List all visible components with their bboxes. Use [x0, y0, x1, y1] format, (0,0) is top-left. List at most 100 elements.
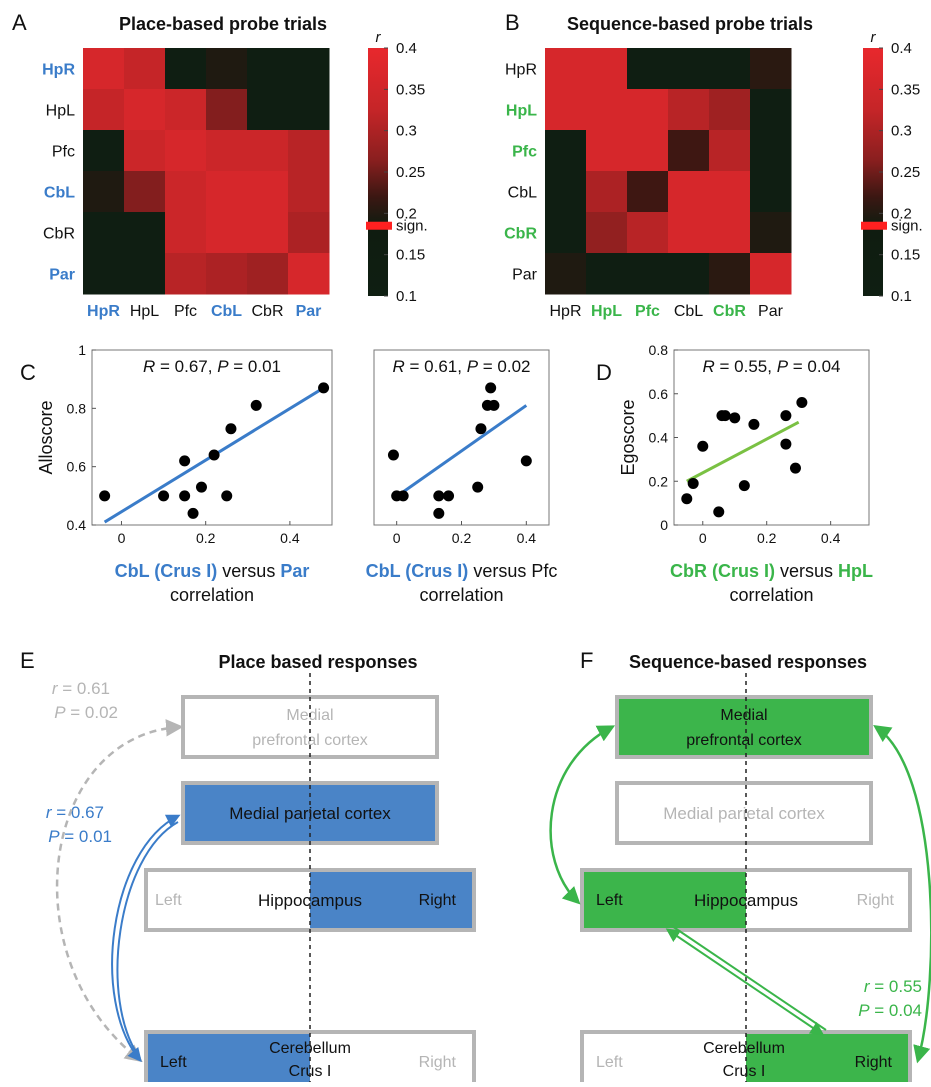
scatter-cbl-par-point — [179, 455, 191, 467]
heatmap-sequence-cell — [545, 253, 587, 295]
scatter-cbr-hpl-point — [713, 506, 725, 518]
scatter-cbl-pfc-xtick-label: 0.2 — [452, 530, 472, 546]
heatmap-sequence-cell — [586, 89, 628, 131]
scatter-cbl-par-point — [318, 382, 330, 394]
diagram-f-arrow-hippocampus-cerebellum-a — [665, 928, 825, 1036]
scatter-cbl-par-xtick-label: 0 — [118, 530, 126, 546]
scatter-cbr-hpl-xtick-label: 0.4 — [821, 530, 841, 546]
scatter-cbl-par-point — [221, 490, 233, 502]
colorbar-sequence-r-label: r — [871, 29, 877, 46]
heatmap-sequence-cell — [750, 253, 792, 295]
colorbar-place-tick-label: 0.4 — [396, 40, 417, 57]
scatter-cbr-hpl-fit-line — [686, 420, 800, 483]
scatter-cbr-hpl-ylabel: Egoscore — [618, 399, 638, 475]
heatmap-sequence-cell — [627, 130, 669, 172]
colorbar-sequence-sign-label: sign. — [891, 218, 923, 235]
scatter-cbl-pfc-stats: R = 0.61, P = 0.02 — [392, 357, 530, 376]
diagram-e-cb-right: Right — [419, 1054, 457, 1071]
diagram-e-hipp-left: Left — [155, 892, 182, 909]
heatmap-sequence-cell — [586, 212, 628, 254]
heatmap-place-cell — [288, 89, 330, 131]
diagram-f-hipp-left: Left — [596, 892, 623, 909]
scatter-cbl-par-xlabel-line2: correlation — [170, 585, 254, 605]
heatmap-sequence-cell — [627, 253, 669, 295]
diagram-e-arrow-pfc-cerebellum — [55, 719, 184, 1063]
colorbar-place-tick-label: 0.2 — [396, 205, 417, 222]
heatmap-place-cell — [288, 130, 330, 172]
scatter-cbl-par-point — [99, 490, 111, 502]
scatter-cbl-par: 0 0.2 0.4 0.4 0.6 0.8 1 R = 0.67, P = 0.01 Allos… — [36, 342, 333, 605]
heatmap-place-cell — [124, 89, 166, 131]
heatmap-place-cell — [247, 253, 289, 295]
scatter-cbl-par-point — [208, 449, 220, 461]
scatter-cbl-pfc-point — [475, 423, 487, 435]
scatter-cbr-hpl: 0 0.2 0.4 0 0.2 0.4 0.6 0.8 R = 0.55, P = 0.04 Eg… — [618, 342, 873, 605]
heatmap-sequence-cell — [750, 212, 792, 254]
heatmap-sequence-cell — [545, 171, 587, 213]
scatter-cbl-par-point — [158, 490, 170, 502]
diagram-f-arrow-pfc-cerebellum — [873, 725, 931, 1064]
scatter-cbl-par-xtick-label: 0.4 — [280, 530, 300, 546]
heatmap-place-cell — [83, 130, 125, 172]
diagram-e-cb-left: Left — [160, 1054, 187, 1071]
heatmap-place: Place-based probe trials HpR HpR HpL HpL Pfc P… — [42, 14, 330, 320]
heatmap-sequence-cell — [709, 253, 751, 295]
scatter-cbl-pfc-fit-line — [392, 404, 528, 500]
heatmap-place-col-label: Pfc — [174, 303, 197, 320]
scatter-cbl-par-stats: R = 0.67, P = 0.01 — [143, 357, 281, 376]
scatter-cbl-pfc-point — [433, 490, 445, 502]
scatter-cbl-pfc-xtick-label: 0.4 — [517, 530, 537, 546]
colorbar-sequence-tick-label: 0.25 — [891, 164, 920, 181]
scatter-cbl-par-xtick-label: 0.2 — [196, 530, 216, 546]
diagram-f-cb-line1: Cerebellum — [703, 1040, 785, 1057]
heatmap-place-cell — [83, 253, 125, 295]
heatmap-place-cell — [124, 130, 166, 172]
heatmap-place-cell — [206, 48, 248, 90]
heatmap-place-cell — [165, 89, 207, 131]
scatter-cbl-par-point — [179, 490, 191, 502]
panel-label-c: C — [20, 360, 36, 385]
heatmap-sequence-cell — [627, 48, 669, 90]
diagram-f-pfc-line2: prefrontal cortex — [686, 732, 802, 749]
panel-label-a: A — [12, 10, 27, 35]
heatmap-place-cell — [247, 89, 289, 131]
scatter-cbl-pfc-xtick-label: 0 — [393, 530, 401, 546]
scatter-cbr-hpl-point — [738, 480, 750, 492]
scatter-cbl-par-ylabel: Alloscore — [36, 400, 56, 474]
heatmap-sequence-cell — [668, 212, 710, 254]
heatmap-place-cell — [165, 253, 207, 295]
heatmap-sequence-cell — [627, 212, 669, 254]
diagram-f-parietal-box — [615, 781, 873, 845]
scatter-cbr-hpl-point — [780, 410, 792, 422]
diagram-f-pfc-line1: Medial — [720, 707, 767, 724]
colorbar-place-tick-label: 0.15 — [396, 247, 425, 264]
heatmap-place-cell — [124, 48, 166, 90]
heatmap-place-cell — [206, 212, 248, 254]
heatmap-place-cell — [165, 130, 207, 172]
scatter-cbr-hpl-ytick-label: 0.4 — [649, 430, 669, 446]
scatter-cbl-par-ytick-label: 0.8 — [67, 400, 87, 416]
heatmap-sequence-cell — [545, 130, 587, 172]
diagram-e-title: Place based responses — [218, 652, 417, 672]
heatmap-sequence-cell — [668, 89, 710, 131]
scatter-cbl-pfc-xlabel-line2: correlation — [419, 585, 503, 605]
heatmap-sequence-title: Sequence-based probe trials — [567, 14, 813, 34]
colorbar-place-tick-label: 0.25 — [396, 164, 425, 181]
scatter-cbr-hpl-point — [789, 462, 801, 474]
colorbar-place-sign-marker — [366, 221, 392, 230]
diagram-f-parietal-label: Medial parietal cortex — [663, 804, 825, 823]
heatmap-place-row-label: Pfc — [52, 144, 75, 161]
heatmap-sequence-cell — [709, 130, 751, 172]
heatmap-place-cell — [288, 171, 330, 213]
diagram-f-cb-right: Right — [855, 1054, 893, 1071]
heatmap-sequence-cell — [627, 171, 669, 213]
scatter-cbl-par-frame — [91, 349, 333, 526]
scatter-cbr-hpl-ytick-label: 0 — [660, 517, 668, 533]
heatmap-place-row-label: CbR — [43, 226, 75, 243]
heatmap-place-cell — [206, 171, 248, 213]
diagram-e-cb-line2: Crus I — [289, 1063, 332, 1080]
heatmap-place-col-label: CbR — [251, 303, 283, 320]
heatmap-sequence-cell — [709, 171, 751, 213]
heatmap-sequence-row-label: CbR — [504, 226, 537, 243]
diagram-e-hipp-right: Right — [419, 892, 457, 909]
